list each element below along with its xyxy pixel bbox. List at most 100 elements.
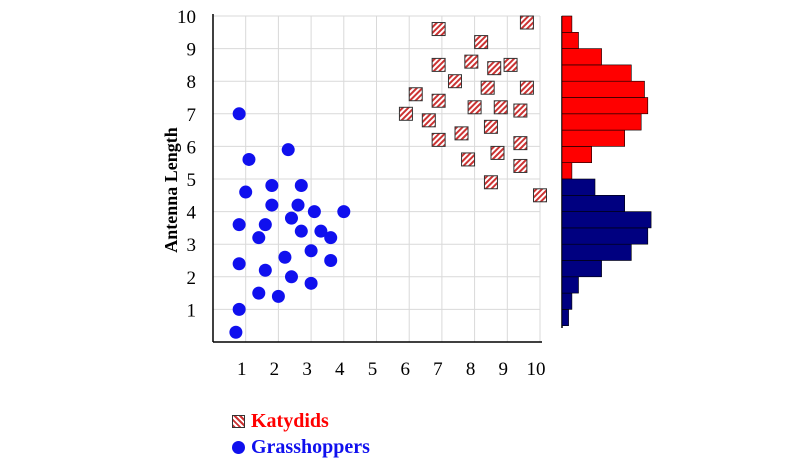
data-points — [229, 15, 547, 339]
katydid-point — [513, 158, 528, 173]
katydid-point — [454, 126, 469, 141]
katydid-point — [474, 35, 489, 50]
histogram-bar — [561, 178, 596, 196]
katydid-point — [513, 136, 528, 151]
grasshopper-point — [242, 152, 256, 166]
grasshopper-point — [337, 205, 351, 219]
y-tick-label: 2 — [187, 268, 197, 289]
grid-lines — [213, 15, 541, 342]
y-axis-label: Antenna Length — [161, 127, 181, 253]
y-tick-label: 4 — [187, 203, 197, 224]
grasshopper-point — [307, 205, 321, 219]
grasshopper-point — [304, 276, 318, 290]
histogram-bar — [561, 292, 573, 310]
grasshopper-point — [252, 286, 266, 300]
grasshopper-point — [232, 302, 246, 316]
grasshopper-point — [278, 250, 292, 264]
y-tick-label: 7 — [187, 105, 197, 126]
katydid-point — [408, 87, 423, 102]
katydid-point — [493, 100, 508, 115]
grasshopper-point — [232, 107, 246, 121]
x-tick-label: 7 — [433, 359, 443, 380]
x-tick-label: 9 — [499, 359, 509, 380]
x-tick-label: 2 — [270, 359, 280, 380]
x-tick-label: 3 — [302, 359, 312, 380]
histogram-bar — [561, 162, 573, 180]
y-tick-label: 10 — [177, 7, 196, 28]
y-tick-label: 3 — [187, 235, 197, 256]
grasshopper-point — [229, 325, 243, 339]
grasshopper-point — [304, 244, 318, 258]
y-tick-label: 9 — [187, 40, 197, 61]
histogram-bar — [561, 211, 652, 229]
histogram-bar — [561, 113, 642, 131]
katydid-point — [519, 80, 534, 95]
histogram-bar — [561, 64, 632, 82]
histogram-bar — [561, 195, 626, 212]
axes — [212, 14, 542, 343]
tick-labels: 1 2 3 4 5 6 7 8 9 10 1 2 3 4 5 6 7 8 9 10 — [177, 7, 546, 380]
grasshopper-point — [232, 257, 246, 271]
grasshopper-point — [252, 231, 266, 245]
grasshopper-point — [284, 211, 298, 225]
histogram-bar — [561, 309, 569, 326]
grasshopper-point — [271, 289, 285, 303]
grasshopper-point — [324, 231, 338, 245]
grasshopper-point — [314, 224, 328, 238]
x-tick-label: 5 — [368, 359, 378, 380]
legend: Katydids Grasshoppers — [232, 408, 370, 460]
grasshopper-point — [324, 254, 338, 267]
grasshopper-point — [281, 143, 295, 157]
histogram-bar — [561, 260, 602, 278]
legend-item-grasshoppers: Grasshoppers — [232, 434, 370, 460]
katydids-swatch-icon — [232, 414, 245, 428]
katydid-point — [483, 119, 498, 134]
katydid-point — [421, 113, 436, 128]
grasshopper-point — [284, 270, 298, 284]
katydid-point — [431, 57, 446, 72]
grasshopper-point — [232, 218, 246, 232]
katydid-point — [398, 106, 413, 121]
katydid-point — [431, 93, 446, 108]
histogram-bar — [561, 97, 649, 115]
x-tick-label: 6 — [400, 359, 410, 380]
legend-item-katydids: Katydids — [232, 408, 370, 434]
histogram-bar — [561, 227, 649, 245]
histogram-bar — [561, 129, 626, 147]
katydid-point — [519, 15, 534, 30]
grasshopper-point — [294, 224, 308, 238]
katydid-point — [461, 152, 476, 167]
katydid-point — [464, 54, 479, 69]
x-tick-label: 4 — [335, 359, 345, 380]
katydid-point — [431, 22, 446, 37]
grasshopper-point — [258, 263, 272, 277]
grasshoppers-swatch-icon — [232, 440, 245, 454]
katydid-point — [483, 175, 498, 190]
grasshopper-point — [258, 218, 272, 232]
x-tick-label: 8 — [466, 359, 476, 380]
katydid-point — [513, 103, 528, 118]
grasshopper-point — [265, 198, 279, 212]
grasshopper-point — [291, 198, 305, 212]
grasshopper-point — [294, 179, 308, 193]
histogram-bar — [561, 80, 645, 98]
katydid-point — [480, 80, 495, 95]
grasshopper-point — [265, 179, 279, 193]
y-tick-label: 6 — [187, 137, 197, 158]
y-tick-label: 8 — [187, 72, 197, 93]
katydid-point — [487, 61, 502, 76]
katydid-point — [447, 74, 462, 89]
histogram-bar — [561, 15, 573, 33]
histogram-bar — [561, 31, 579, 49]
katydid-point — [533, 188, 547, 203]
katydid-point — [490, 145, 505, 160]
y-tick-label: 1 — [187, 300, 197, 321]
legend-label-grasshoppers: Grasshoppers — [251, 435, 370, 458]
katydid-point — [431, 132, 446, 147]
histogram-bar — [561, 48, 602, 66]
katydid-point — [467, 100, 482, 115]
histogram-bar — [561, 276, 579, 294]
histogram-bar — [561, 243, 632, 261]
katydid-point — [503, 57, 518, 72]
